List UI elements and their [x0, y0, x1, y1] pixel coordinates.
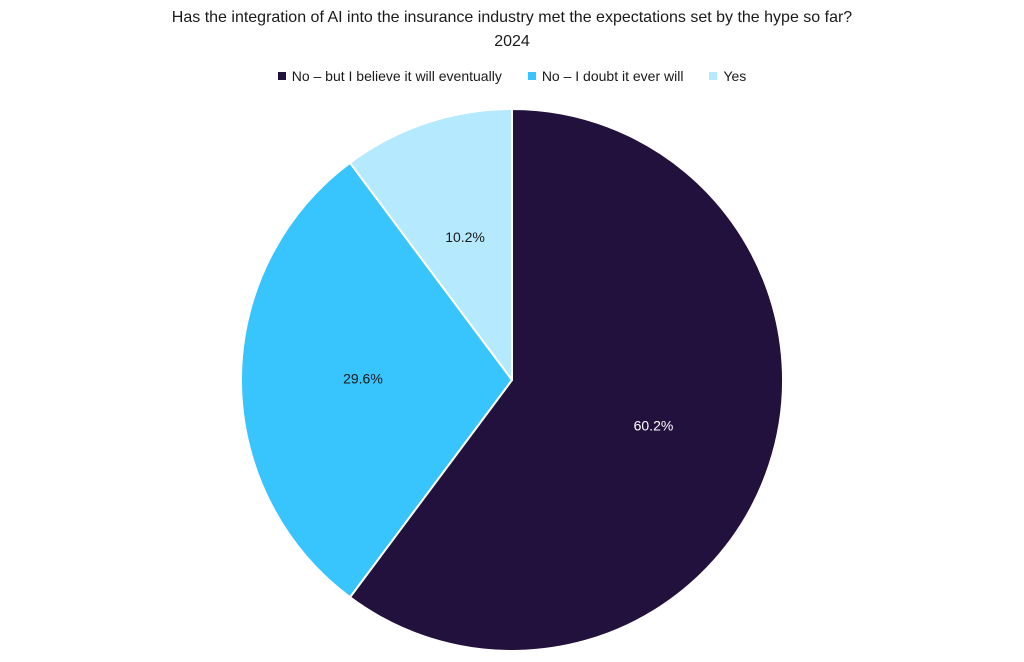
- legend-item-2: Yes: [709, 68, 746, 84]
- pie-slice-1: [240, 161, 513, 599]
- legend-item-1: No – I doubt it ever will: [527, 68, 684, 84]
- legend-label-0: No – but I believe it will eventually: [291, 68, 502, 84]
- pie-slice-0: [348, 108, 784, 652]
- chart-title: Has the integration of AI into the insur…: [171, 9, 853, 26]
- pie-labels: 60.2% 29.6% 10.2%: [343, 229, 673, 433]
- pie-slice-2: [348, 108, 513, 381]
- pie-slice-label-0: 60.2%: [634, 418, 674, 434]
- legend-swatch-2: [709, 72, 718, 80]
- legend-swatch-1: [527, 72, 536, 80]
- pie-slice-label-2: 10.2%: [445, 229, 485, 245]
- pie-slices: [240, 108, 784, 652]
- legend-swatch-0: [277, 72, 286, 80]
- legend: No – but I believe it will eventually No…: [0, 68, 1024, 84]
- chart-subtitle: 2024: [494, 33, 530, 50]
- legend-label-2: Yes: [723, 68, 747, 84]
- legend-label-1: No – I doubt it ever will: [541, 68, 684, 84]
- legend-item-0: No – but I believe it will eventually: [277, 68, 502, 84]
- chart-title-block: Has the integration of AI into the insur…: [0, 6, 1024, 54]
- pie-slice-label-1: 29.6%: [343, 371, 383, 387]
